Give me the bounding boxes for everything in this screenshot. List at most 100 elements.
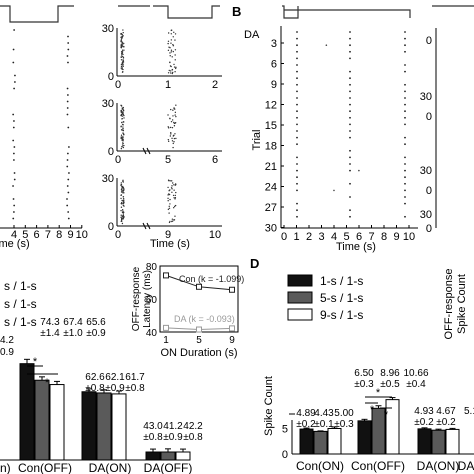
panel-d-group-label: Con(OFF) (351, 459, 405, 473)
raster-b-spike (349, 97, 351, 99)
small-raster-spike (120, 43, 123, 46)
raster-a-spike (66, 55, 69, 57)
small-raster-spike (169, 135, 172, 137)
inset-ylabel: OFF-response (131, 266, 142, 331)
raster-a-spike (12, 198, 15, 200)
small-raster-spike (170, 70, 172, 72)
panel-c-legend-label: s / 1-s (4, 279, 37, 293)
raster-a-tick-label: 7 (45, 229, 51, 241)
raster-b-spike (349, 70, 351, 73)
raster-b-spike (296, 90, 298, 93)
raster-a-spike (12, 152, 15, 155)
raster-b-spike (296, 156, 298, 159)
raster-b-spike (404, 176, 406, 179)
panel-d-ylabel: Spike Count (263, 376, 275, 436)
small-raster-spike (120, 67, 123, 69)
raster-b-ytick: 9 (271, 79, 277, 91)
small-raster-spike (167, 186, 169, 189)
small-raster-spike (122, 31, 124, 34)
small-raster-spike (172, 71, 174, 74)
raster-b-spike (349, 77, 351, 80)
raster-a-spike (66, 165, 69, 168)
raster-a-spike (12, 48, 15, 51)
raster-b-spike (296, 50, 298, 53)
small-raster-xlabel: Time (s) (150, 238, 190, 250)
small-raster-xtick: 0 (115, 154, 121, 166)
small-raster-ytick: 30 (102, 23, 114, 35)
small-raster-spike (122, 210, 124, 212)
raster-b-spike (404, 103, 406, 106)
panel-d-label: D (250, 256, 259, 271)
small-raster-xtick: 0 (115, 229, 121, 241)
raster-a-spike (66, 204, 69, 207)
small-raster-spike (122, 29, 124, 31)
right-partial-ytick: 0 (426, 185, 432, 197)
panel-c-value-label: 42.2 ±0.8 (183, 421, 203, 443)
small-raster-spike (122, 106, 125, 109)
raster-b-spike (296, 202, 298, 205)
raster-b-spike (404, 97, 406, 99)
raster-b-spike (349, 163, 351, 165)
small-raster-spike (120, 125, 122, 127)
inset-marker (163, 272, 169, 279)
small-raster-spike (173, 31, 175, 33)
small-raster-spike (122, 126, 124, 128)
small-raster-spike (123, 216, 125, 219)
raster-b-spike (349, 57, 351, 60)
small-raster-spike (123, 199, 125, 201)
raster-b-spike (296, 182, 298, 185)
panel-d-right-label: OFF-response Spike Count (443, 269, 468, 340)
small-raster-spike (170, 39, 173, 41)
small-raster-spike (121, 42, 123, 45)
panel-c-sig-star: * (45, 377, 50, 389)
right-partial-ytick: 30 (420, 165, 432, 177)
small-raster-spike (121, 145, 123, 148)
raster-a-spike (66, 185, 69, 187)
small-raster-spike (121, 222, 124, 225)
raster-b-spike (349, 31, 351, 33)
small-raster-spike (122, 202, 125, 205)
small-raster-spike (167, 199, 169, 202)
small-raster-xtick: 6 (212, 154, 218, 166)
small-raster-spike (173, 63, 175, 66)
small-raster-spike (123, 205, 125, 207)
raster-b-spike (296, 215, 298, 218)
small-raster-spike (122, 110, 125, 112)
raster-a-spike (67, 211, 70, 213)
panel-c-bar (160, 451, 176, 461)
small-raster-ytick: 30 (102, 98, 114, 110)
raster-b-spike (349, 50, 351, 53)
raster-b-spike (349, 83, 351, 86)
raster-b-xtick: 0 (281, 231, 287, 243)
small-raster-3: 30 00 9 10 (102, 173, 222, 241)
small-raster-spike (167, 197, 169, 200)
small-raster-spike (120, 59, 123, 61)
stimulus-trace-small (118, 5, 220, 19)
small-raster-spike (122, 146, 125, 149)
small-raster-spike (167, 32, 170, 34)
panel-d-legend-swatch (287, 274, 313, 287)
inset-xlabel: ON Duration (s) (160, 347, 237, 359)
small-raster-spike (173, 134, 175, 137)
small-raster-spike (167, 72, 170, 74)
raster-b-spike (358, 169, 360, 172)
small-raster-spike (175, 191, 177, 194)
small-raster-spike (122, 65, 124, 67)
small-raster-spike (122, 198, 125, 200)
inset-ylabel: Latency (ms) (142, 270, 153, 328)
small-raster-spike (121, 201, 123, 204)
small-raster-ytick: 0 (108, 71, 114, 83)
inset-xtick: 1 (163, 335, 169, 346)
raster-b-spike (296, 70, 298, 73)
small-raster-spike (173, 122, 176, 125)
raster-b-spike (296, 123, 298, 126)
inset-chart: 40 60 80 1 5 9 Con (k = -1.099) DA (k = -0.093)… (131, 262, 244, 359)
small-raster-spike (173, 184, 175, 186)
small-raster-spike (168, 212, 170, 214)
small-raster-spike (170, 42, 172, 44)
panel-d-value-label: 8.96 ±0.5 (380, 368, 400, 390)
raster-a-spike (67, 217, 70, 220)
small-raster-spike (170, 51, 173, 53)
small-raster-spike (173, 207, 175, 209)
panel-c-group-label: Con(OFF) (18, 461, 72, 474)
